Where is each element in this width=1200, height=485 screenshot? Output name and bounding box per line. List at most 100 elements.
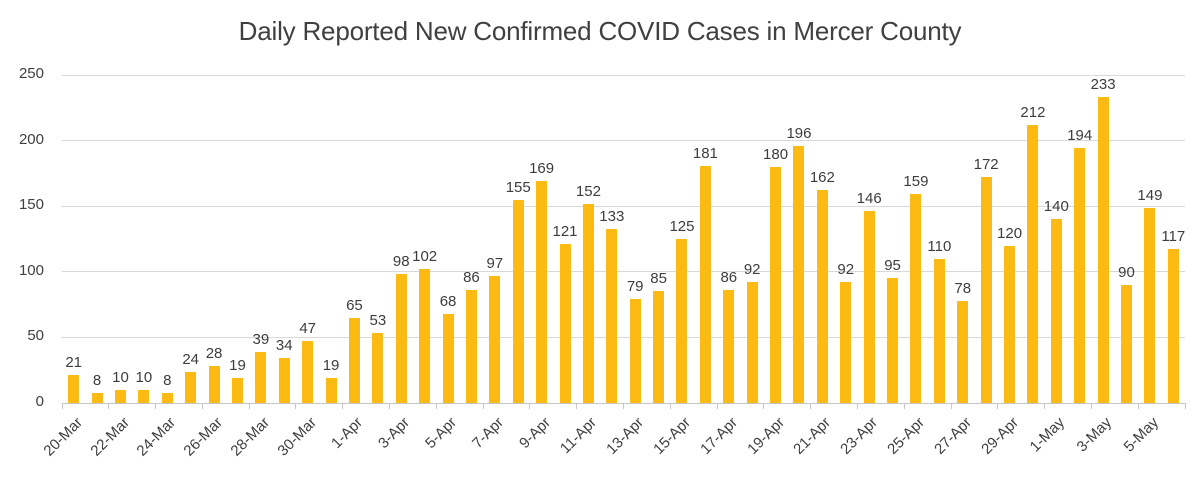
- x-tick-mark: [1137, 403, 1139, 409]
- bar-value-label: 92: [743, 261, 761, 279]
- bar: [1144, 207, 1156, 403]
- bar-value-label: 10: [112, 368, 129, 386]
- bar: [1097, 97, 1109, 403]
- bar-value-label: 86: [463, 269, 480, 287]
- y-tick-label: 0: [35, 393, 44, 410]
- x-tick-mark: [576, 403, 578, 409]
- bar-value-label: 140: [1043, 198, 1069, 216]
- x-tick-mark: [389, 403, 391, 409]
- bar: [770, 166, 782, 403]
- bar: [653, 291, 665, 403]
- x-tick-mark: [435, 403, 437, 409]
- bar: [489, 275, 501, 403]
- bar-value-label: 133: [599, 207, 625, 225]
- bar: [1050, 219, 1062, 403]
- bar-value-label: 152: [575, 182, 601, 200]
- bar-value-label: 155: [505, 178, 531, 196]
- bar: [325, 378, 337, 403]
- bar-value-label: 78: [954, 279, 972, 297]
- x-tick-mark: [950, 403, 952, 409]
- bar: [1074, 148, 1086, 403]
- bar-value-label: 85: [650, 270, 667, 288]
- bar-value-label: 212: [1020, 103, 1046, 121]
- bar: [793, 145, 805, 403]
- bar: [208, 366, 220, 403]
- bar: [606, 228, 618, 403]
- bar: [629, 299, 641, 403]
- bar-value-label: 98: [392, 253, 410, 271]
- bar: [278, 358, 290, 403]
- bar-value-label: 34: [275, 337, 293, 355]
- bar-value-label: 21: [65, 354, 83, 372]
- x-tick-mark: [155, 403, 157, 409]
- bar: [185, 371, 197, 403]
- gridline: [62, 140, 1185, 142]
- bar: [91, 392, 103, 403]
- x-tick-mark: [108, 403, 110, 409]
- bar: [863, 211, 875, 403]
- x-tick-mark: [61, 403, 63, 409]
- bar: [1004, 245, 1016, 403]
- bar-value-label: 8: [163, 371, 172, 389]
- x-tick-mark: [1184, 403, 1186, 409]
- bar: [933, 258, 945, 403]
- bar-value-label: 68: [439, 292, 457, 310]
- x-tick-mark: [856, 403, 858, 409]
- bar-value-label: 146: [856, 190, 882, 208]
- bar-value-label: 19: [229, 357, 246, 375]
- bar: [816, 190, 828, 403]
- bar: [1167, 249, 1179, 403]
- bar: [419, 269, 431, 403]
- bar: [372, 333, 384, 403]
- bar-value-label: 19: [322, 357, 340, 375]
- x-tick-mark: [529, 403, 531, 409]
- gridline: [62, 205, 1185, 207]
- bar: [980, 177, 992, 403]
- bar: [676, 239, 688, 403]
- y-tick-label: 150: [18, 196, 44, 214]
- bar-value-label: 10: [135, 368, 153, 386]
- x-tick-mark: [295, 403, 297, 409]
- x-tick-mark: [482, 403, 484, 409]
- bar: [395, 274, 407, 403]
- bar: [1121, 284, 1132, 403]
- bar: [465, 290, 477, 403]
- bar-value-label: 110: [927, 237, 952, 255]
- bar-value-label: 39: [252, 330, 270, 348]
- gridline: [62, 336, 1185, 338]
- bar: [957, 300, 969, 403]
- bar-value-label: 121: [552, 223, 578, 241]
- y-tick-label: 250: [18, 65, 44, 82]
- bar-value-label: 120: [997, 224, 1023, 242]
- bar: [255, 351, 267, 403]
- x-tick-mark: [763, 403, 765, 409]
- bar: [840, 282, 852, 403]
- bar-value-label: 169: [529, 160, 555, 178]
- y-tick-label: 100: [18, 261, 44, 279]
- bar-value-label: 172: [973, 156, 999, 174]
- x-tick-mark: [248, 403, 250, 409]
- bar-value-label: 90: [1118, 263, 1135, 281]
- bar-value-label: 86: [720, 269, 738, 287]
- bar: [512, 199, 524, 403]
- x-tick-mark: [903, 403, 905, 409]
- bar: [559, 244, 571, 403]
- bar-value-label: 65: [346, 296, 363, 314]
- bar-value-label: 97: [486, 254, 504, 272]
- bar: [1027, 124, 1039, 403]
- bar-value-label: 180: [763, 145, 789, 163]
- bar-value-label: 181: [692, 144, 718, 162]
- bar: [910, 194, 922, 403]
- bar: [302, 341, 314, 403]
- x-tick-mark: [669, 403, 671, 409]
- x-tick-mark: [997, 403, 999, 409]
- bar-value-label: 233: [1090, 76, 1116, 94]
- bar-value-label: 162: [809, 169, 835, 187]
- bar: [231, 378, 243, 403]
- bar-value-label: 95: [884, 257, 901, 275]
- x-tick-mark: [1044, 403, 1046, 409]
- x-tick-mark: [1090, 403, 1092, 409]
- bar-value-label: 92: [837, 261, 855, 279]
- y-tick-label: 200: [18, 130, 44, 148]
